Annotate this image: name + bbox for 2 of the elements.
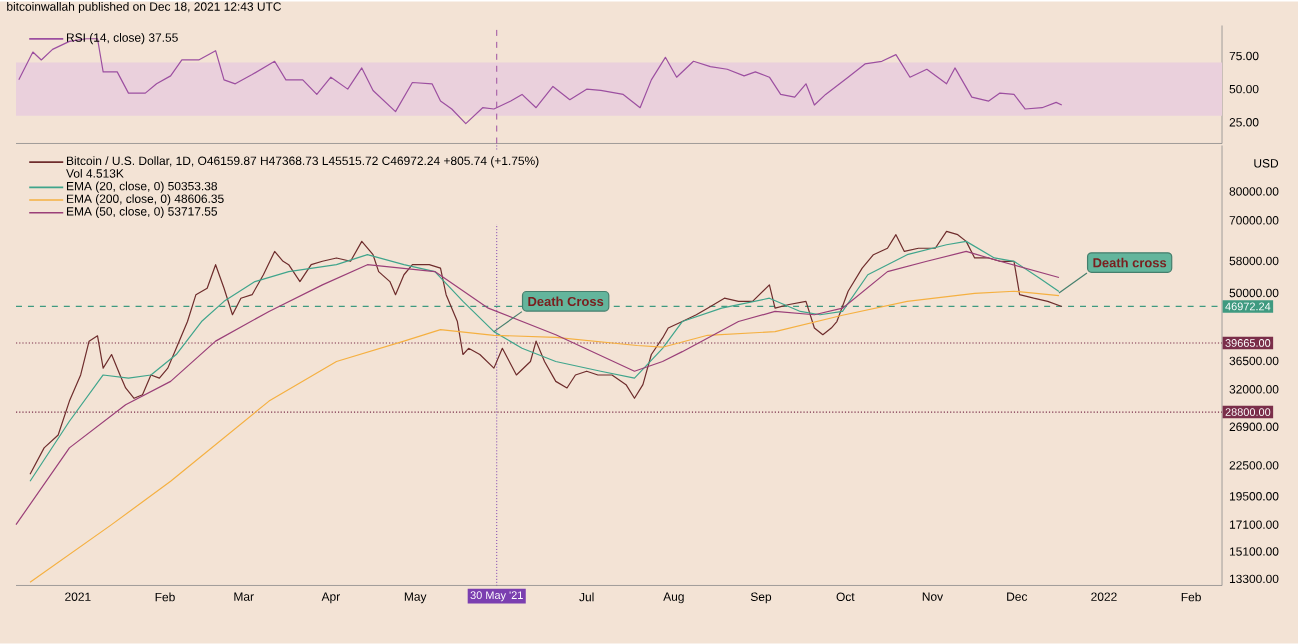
line-series [29, 290, 1060, 583]
line-series [15, 251, 1060, 526]
